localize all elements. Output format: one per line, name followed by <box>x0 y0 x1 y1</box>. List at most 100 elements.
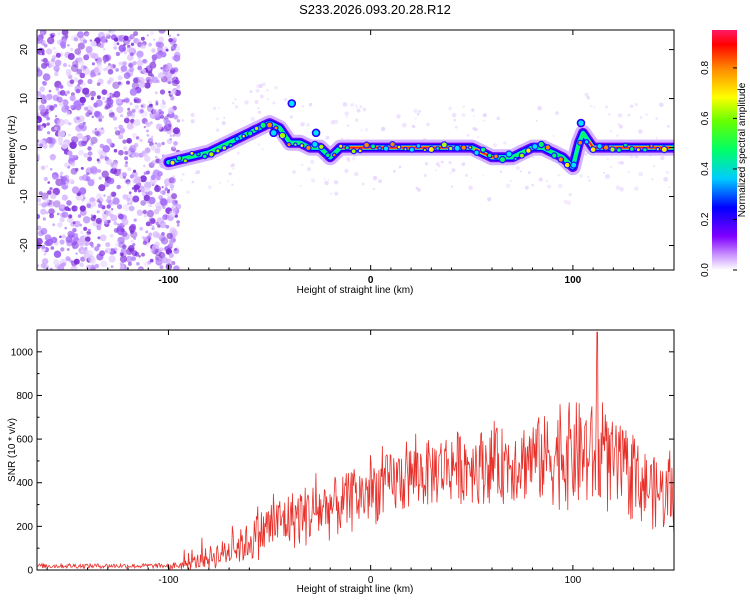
noise-blob <box>84 31 90 37</box>
noise-blob <box>41 202 47 208</box>
noise-blob <box>133 119 141 127</box>
ridge-blob <box>415 143 422 149</box>
y-tick-label: 10 <box>19 93 30 105</box>
noise-blob <box>90 90 96 97</box>
noise-blob <box>82 216 91 224</box>
ridge-blob <box>468 145 473 150</box>
noise-blob <box>190 112 195 118</box>
noise-blob <box>166 258 172 264</box>
noise-blob <box>144 82 151 89</box>
ridge-blob <box>486 152 493 159</box>
noise-blob <box>109 213 114 218</box>
noise-blob <box>505 183 511 189</box>
ridge-blob <box>498 155 507 164</box>
noise-blob <box>148 232 153 237</box>
noise-blob <box>122 139 127 144</box>
noise-blob <box>453 118 457 122</box>
noise-blob <box>49 187 53 191</box>
noise-blob <box>451 112 457 118</box>
noise-blob <box>176 119 181 123</box>
noise-blob <box>143 261 149 267</box>
noise-blob <box>39 86 45 92</box>
noise-blob <box>104 249 108 253</box>
noise-blob <box>166 193 170 197</box>
noise-blob <box>138 77 145 84</box>
noise-blob <box>155 175 161 181</box>
noise-blob <box>105 32 110 37</box>
noise-blob <box>159 221 167 229</box>
noise-blob <box>120 65 128 72</box>
noise-blob <box>258 83 263 89</box>
ridge-blob <box>370 143 377 150</box>
noise-blob <box>82 39 88 44</box>
noise-blob <box>166 232 173 240</box>
noise-blob <box>99 44 104 49</box>
noise-blob <box>503 141 507 145</box>
noise-blob <box>69 161 76 167</box>
noise-blob <box>80 37 86 43</box>
noise-blob <box>604 105 608 109</box>
noise-blob <box>142 240 148 245</box>
noise-blob <box>289 115 293 119</box>
noise-blob <box>130 223 137 230</box>
noise-blob <box>90 52 97 59</box>
noise-blob <box>69 79 75 84</box>
noise-blob <box>91 201 97 207</box>
noise-blob <box>72 221 76 225</box>
noise-blob <box>97 169 102 173</box>
noise-blob <box>668 186 671 189</box>
snr-panel: -100 0 100 0 200 400 600 800 1000 Height of str… <box>7 329 675 595</box>
colorbar-tick-label: 0.8 <box>700 61 711 75</box>
noise-blob <box>236 151 240 155</box>
noise-blob <box>250 116 255 122</box>
ridge-blob <box>241 133 247 139</box>
noise-blob <box>172 134 176 137</box>
noise-blob <box>333 119 339 124</box>
ridge-spot <box>576 118 586 128</box>
noise-blob <box>139 109 144 114</box>
noise-blob <box>102 96 106 100</box>
noise-blob <box>487 197 492 202</box>
noise-blob <box>79 242 85 248</box>
noise-blob <box>71 241 80 249</box>
y-tick-label: 400 <box>16 478 33 489</box>
noise-blob <box>153 38 156 41</box>
noise-blob <box>40 106 47 113</box>
noise-blob <box>170 96 175 101</box>
noise-blob <box>94 246 100 252</box>
noise-blob <box>90 216 96 222</box>
noise-blob <box>266 88 269 92</box>
noise-blob <box>587 175 590 178</box>
noise-blob <box>254 100 259 104</box>
noise-blob <box>138 267 143 270</box>
noise-blob <box>148 196 156 205</box>
noise-blob <box>87 228 91 232</box>
noise-blob <box>593 106 596 109</box>
noise-blob <box>48 89 52 93</box>
noise-blob <box>107 177 115 185</box>
noise-blob <box>105 210 111 216</box>
noise-blob <box>584 92 589 97</box>
noise-blob <box>115 51 121 57</box>
noise-blob <box>69 104 74 109</box>
noise-blob <box>131 108 136 113</box>
noise-blob <box>37 230 44 237</box>
noise-blob <box>57 32 61 36</box>
noise-blob <box>242 119 244 121</box>
ridge-blob <box>518 152 526 159</box>
noise-blob <box>634 102 638 107</box>
noise-blob <box>531 183 534 187</box>
noise-blob <box>127 167 131 172</box>
noise-blob <box>132 195 140 203</box>
noise-blob <box>176 33 180 37</box>
noise-blob <box>129 229 134 234</box>
noise-blob <box>40 263 46 269</box>
noise-blob <box>127 46 134 53</box>
noise-blob <box>69 47 74 52</box>
spectrogram-frame <box>36 29 675 271</box>
noise-blob <box>81 194 85 198</box>
ridge-blob <box>453 144 461 152</box>
noise-blob <box>126 115 129 119</box>
ridge-blob <box>615 147 622 154</box>
noise-blob <box>218 181 221 184</box>
